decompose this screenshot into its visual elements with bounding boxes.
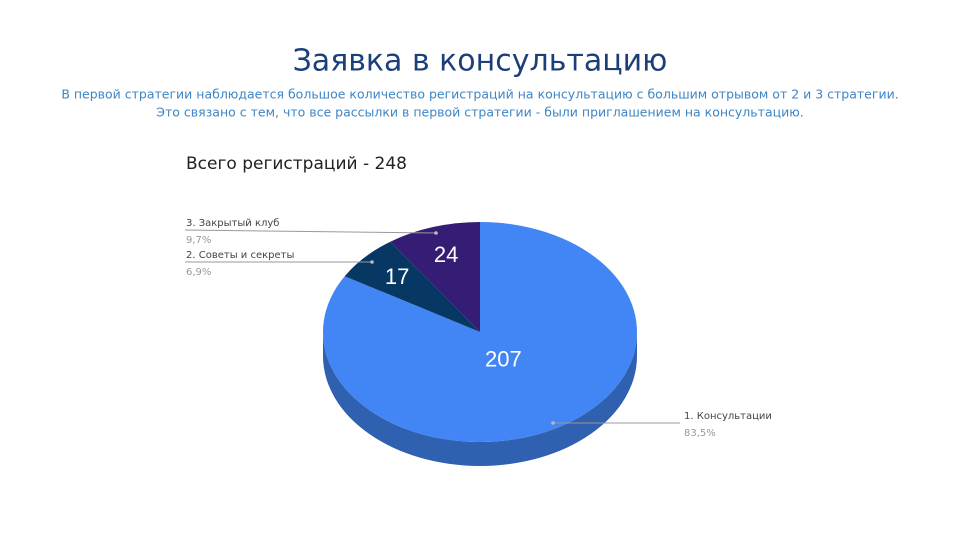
pie-side [323, 332, 637, 466]
leader-dot [551, 421, 555, 425]
pie-slice [322, 222, 637, 442]
percent-label: 6,9% [186, 267, 211, 278]
percent-label: 9,7% [186, 235, 211, 246]
leader-dot [370, 260, 374, 264]
slide-title: Заявка в консультацию [293, 44, 668, 79]
legend-label: 2. Советы и секреты [186, 250, 294, 261]
pie-slice [344, 241, 480, 332]
slice-value-label: 24 [434, 242, 458, 267]
slice-value-label: 17 [385, 264, 409, 289]
leader-dot [434, 231, 438, 235]
slide-text: Это связано с тем, что все рассылки в пе… [156, 105, 803, 120]
leader-line [184, 229, 437, 234]
pie-slice [390, 222, 480, 332]
legend-label: 1. Консультации [684, 411, 772, 422]
chart-title: Всего регистраций - 248 [186, 154, 407, 174]
legend-label: 3. Закрытый клуб [186, 218, 279, 229]
percent-label: 83,5% [684, 428, 716, 439]
slide-text: В первой стратегии наблюдается большое к… [61, 87, 898, 102]
slice-value-label: 207 [485, 346, 522, 371]
